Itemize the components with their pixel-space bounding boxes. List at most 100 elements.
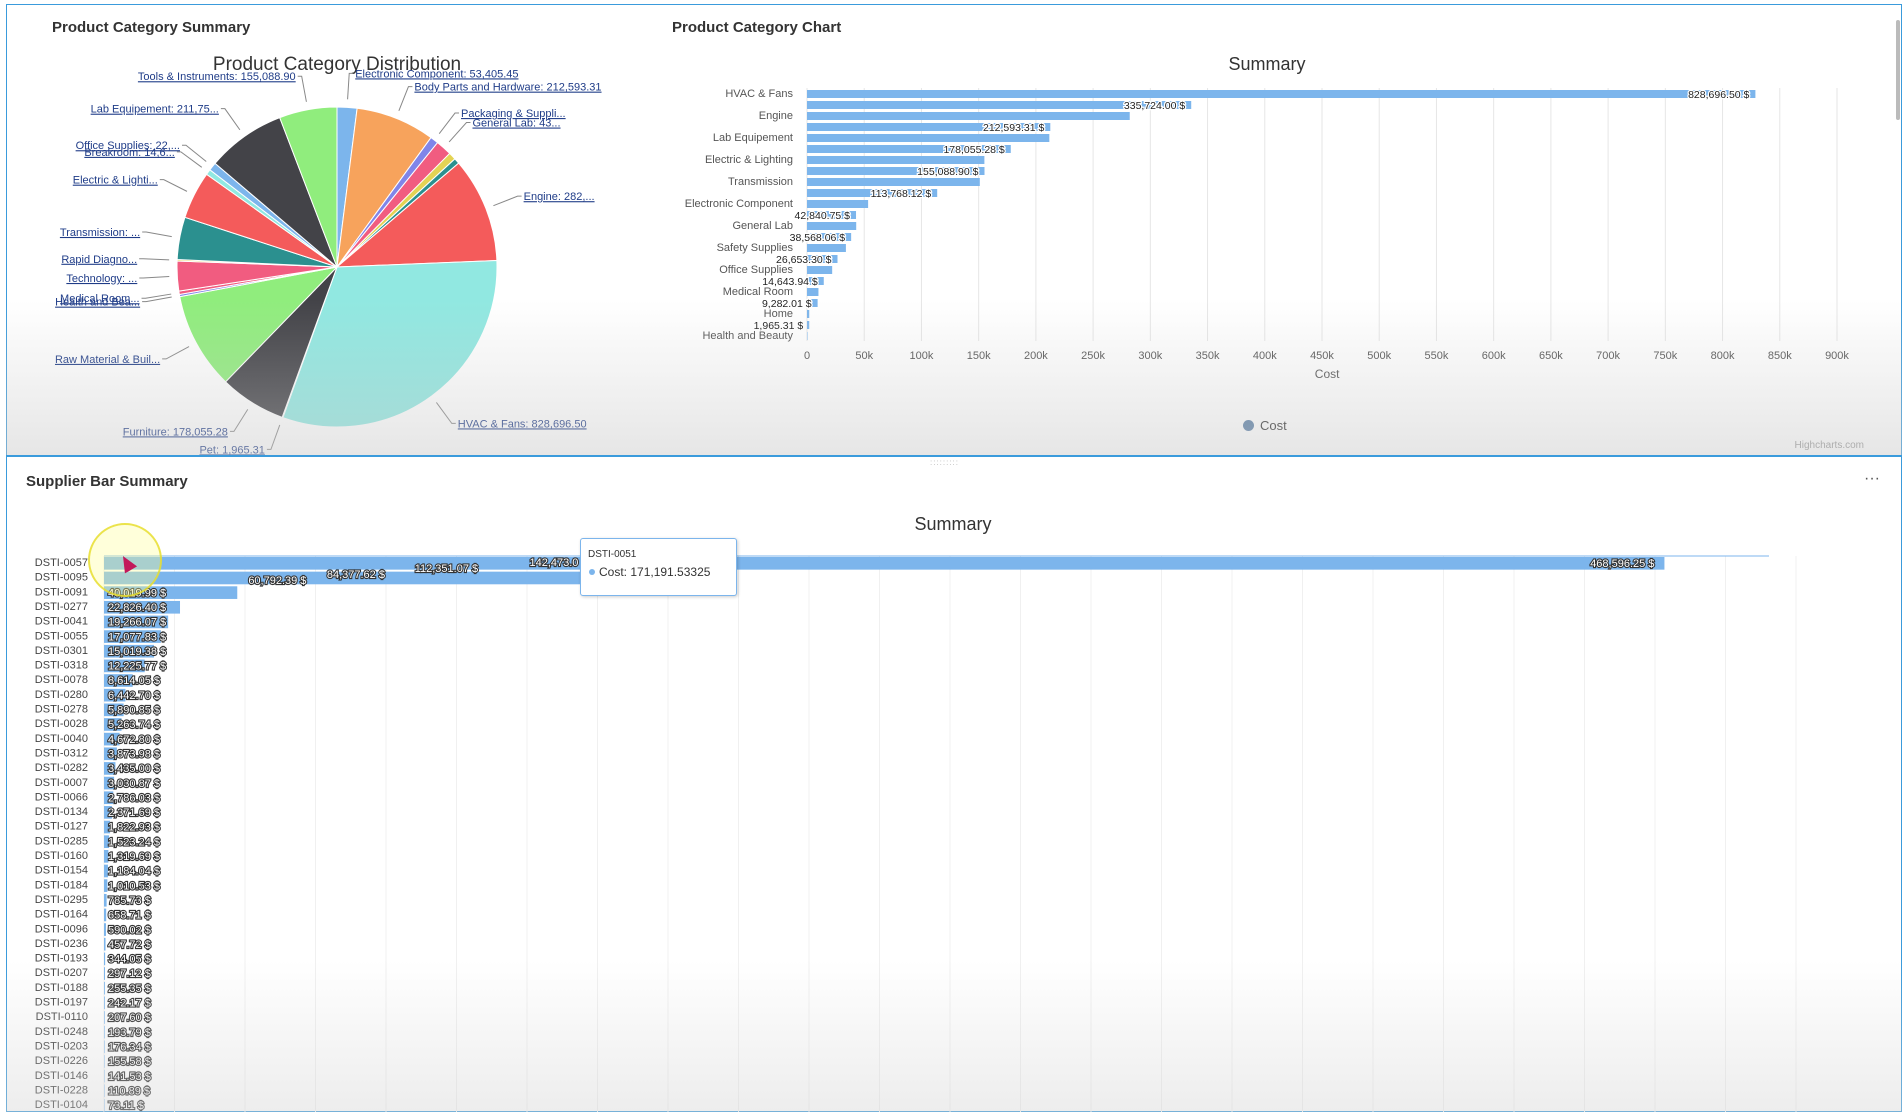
pie-slice[interactable] [335,162,498,268]
category-bar[interactable] [807,321,810,329]
supplier-bar[interactable] [104,571,675,585]
category-bar[interactable] [807,277,824,285]
supplier-bar[interactable] [104,1099,105,1112]
pie-label[interactable]: Medical Room... [60,293,139,305]
pie-label[interactable]: Lab Equipement: 211,75... [91,104,219,116]
supplier-bar[interactable] [104,703,124,717]
x-tick-label: 0 [804,350,810,362]
pie-label[interactable]: Pet: 1,965.31 [199,444,264,455]
supplier-data-label: 590.02 $ [108,924,151,936]
supplier-bar[interactable] [104,718,122,731]
category-bar[interactable] [807,101,1192,109]
scrollbar[interactable] [1896,20,1900,120]
resize-handle[interactable]: ::::::::: [930,458,960,467]
supplier-bar[interactable] [104,981,105,995]
supplier-bar[interactable] [104,1084,105,1098]
category-bar[interactable] [807,244,846,252]
category-bar[interactable] [807,211,857,219]
supplier-label: DSTI-0188 [35,982,88,994]
pie-label[interactable]: Tools & Instruments: 155,088.90 [138,71,296,83]
pie-label[interactable]: Body Parts and Hardware: 212,593.31 [414,82,601,94]
category-bar[interactable] [807,288,819,296]
pie-connector [297,75,307,102]
pie-slice[interactable] [179,266,339,383]
supplier-bar[interactable] [104,791,114,805]
pie-label[interactable]: Electric & Lighti... [73,175,158,187]
supplier-bar[interactable] [104,952,106,966]
supplier-bar[interactable] [104,879,108,892]
supplier-bar[interactable] [104,908,107,922]
category-bar[interactable] [807,222,857,230]
pie-slice[interactable] [279,106,338,268]
pie-label[interactable]: Packaging & Suppli... [461,108,566,120]
category-label: Safety Supplies [717,242,794,254]
supplier-bar[interactable] [104,937,106,951]
category-bar[interactable] [807,156,985,164]
supplier-bar[interactable] [104,776,115,790]
pie-connector [139,258,170,261]
supplier-bar[interactable] [104,1025,105,1039]
supplier-bar[interactable] [104,600,181,614]
supplier-bar[interactable] [104,557,1665,570]
category-bar[interactable] [807,233,852,241]
supplier-bar[interactable] [104,1011,105,1024]
pie-label[interactable]: Engine: 282,... [524,191,595,203]
supplier-bar[interactable] [104,630,161,643]
supplier-bar[interactable] [104,688,126,702]
pie-label[interactable]: Electronic Component: 53,405.45 [355,68,518,80]
supplier-bar[interactable] [104,835,110,848]
category-bar[interactable] [807,200,869,208]
supplier-bar[interactable] [104,674,133,687]
supplier-bar[interactable] [104,893,107,907]
pie-slice[interactable] [282,259,498,428]
credits-link[interactable]: Highcharts.com [1794,440,1864,451]
category-bar[interactable] [807,255,838,263]
supplier-bar[interactable] [104,747,117,761]
pie-label[interactable]: General Lab: 43... [472,118,560,130]
category-bar[interactable] [807,123,1051,131]
supplier-bar[interactable] [104,1055,105,1068]
supplier-bar[interactable] [104,806,112,819]
supplier-label: DSTI-0285 [35,835,88,847]
pie-label[interactable]: Technology: ... [66,273,137,285]
category-bar[interactable] [807,310,810,318]
supplier-bar[interactable] [104,864,108,878]
category-bar[interactable] [807,145,1011,153]
category-bar[interactable] [807,266,833,274]
category-bar[interactable] [807,332,808,340]
category-bar[interactable] [807,167,985,175]
supplier-data-label: 1,523.24 $ [108,836,160,848]
supplier-bar[interactable] [104,732,120,746]
supplier-bar[interactable] [104,1040,105,1054]
x-tick-label: 350k [1196,350,1220,362]
supplier-label: DSTI-0078 [35,674,88,686]
supplier-bar[interactable] [104,762,116,775]
pie-label[interactable]: Health and Bea... [55,297,140,309]
supplier-data-label: 12,225.77 $ [108,661,166,673]
category-bar[interactable] [807,189,938,197]
more-options-icon[interactable]: ··· [1864,470,1880,487]
pie-label[interactable]: Breakroom: 14,6... [84,147,175,159]
category-bar[interactable] [807,299,818,307]
category-bar[interactable] [807,178,980,186]
legend-cost[interactable]: Cost [1243,418,1287,433]
pie-label[interactable]: Office Supplies: 22,... [76,140,180,152]
pie-label[interactable]: Transmission: ... [60,227,140,239]
pie-label[interactable]: Rapid Diagno... [61,254,137,266]
supplier-bar[interactable] [104,820,111,834]
supplier-bar[interactable] [104,850,109,863]
pie-label[interactable]: HVAC & Fans: 828,696.50 [458,418,587,430]
supplier-data-label: 5,890.85 $ [108,705,160,717]
supplier-bar[interactable] [104,996,105,1010]
supplier-bar[interactable] [104,967,105,980]
category-bar[interactable] [807,90,1756,98]
category-bar[interactable] [807,134,1050,142]
category-bar[interactable] [807,112,1130,120]
supplier-bar[interactable] [104,659,145,673]
supplier-bar[interactable] [104,644,155,658]
supplier-bar[interactable] [104,923,106,936]
supplier-bar[interactable] [104,1069,105,1083]
pie-label[interactable]: Furniture: 178,055.28 [123,426,228,438]
supplier-bar[interactable] [104,615,169,629]
pie-label[interactable]: Raw Material & Buil... [55,354,160,366]
